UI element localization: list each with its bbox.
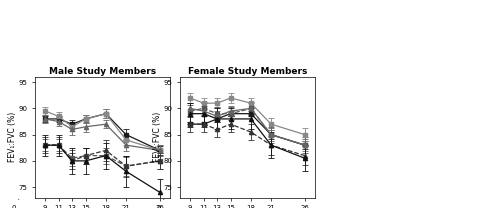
Title: Male Study Members: Male Study Members — [49, 67, 156, 76]
Text: 0: 0 — [156, 205, 160, 208]
Y-axis label: FEV₁:FVC (%): FEV₁:FVC (%) — [153, 112, 162, 162]
Text: 0: 0 — [11, 205, 16, 208]
Title: Female Study Members: Female Study Members — [188, 67, 307, 76]
Y-axis label: FEV₁:FVC (%): FEV₁:FVC (%) — [8, 112, 17, 162]
